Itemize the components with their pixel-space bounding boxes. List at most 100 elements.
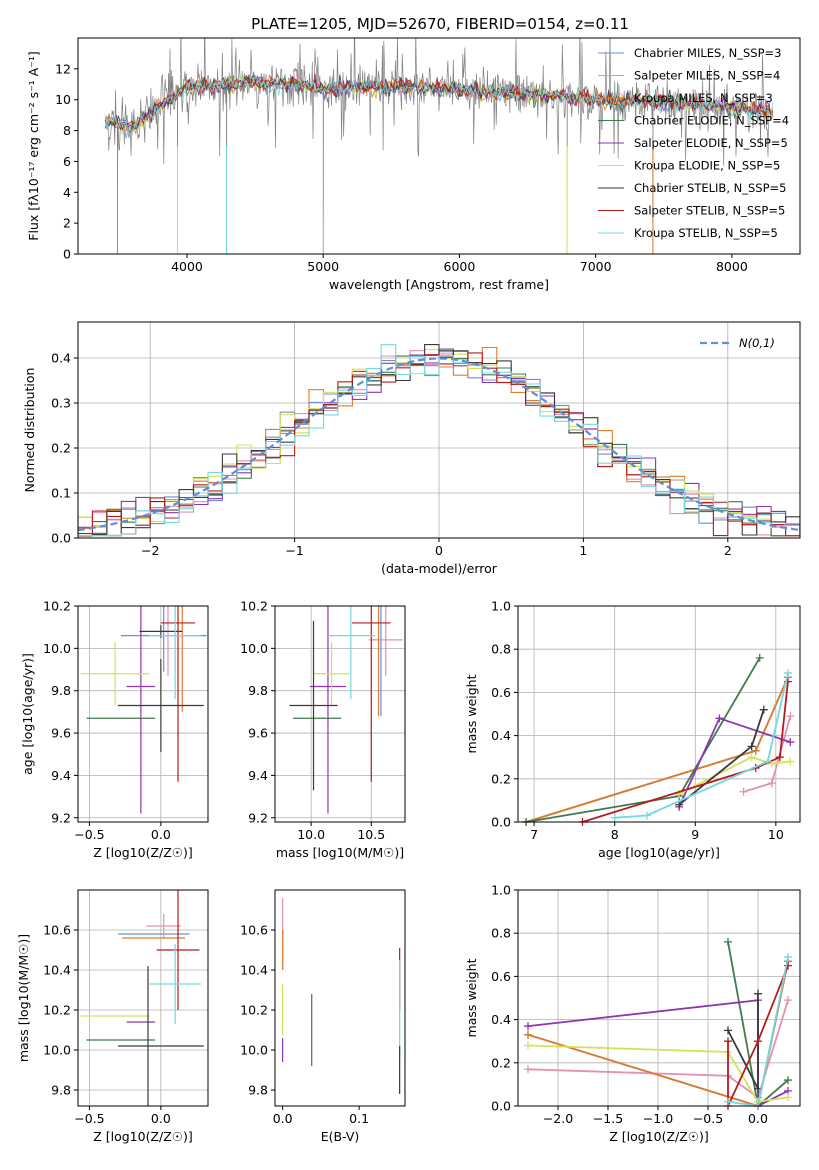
weight-marker [739,787,748,796]
x-axis-label: mass [log10(M/M☉)] [276,845,404,860]
y-tick-label: 9.4 [51,768,71,783]
y-tick-label: 10.0 [43,641,71,656]
x-tick-label: −1.5 [593,1111,623,1126]
weight-line [525,657,761,822]
x-axis-label: age [log10(age/yr)] [598,845,720,860]
x-tick-label: −1.0 [643,1111,673,1126]
legend-label: Salpeter MILES, N_SSP=4 [634,69,780,83]
legend-label: Chabrier ELODIE, N_SSP=4 [634,114,789,128]
histogram-series [78,344,800,537]
histogram-series [78,344,800,537]
weight-marker [784,1093,792,1102]
y-tick-label: 10.2 [43,1003,71,1018]
mass-weight-vs-z-panel: −2.0 −1.5 −1.0 −0.5 0.0 0.0 0.2 0.4 0.6 0.8 1.0 Z [… [464,883,801,1144]
x-tick-label: 9 [691,827,699,842]
y-tick-label: 0.4 [491,728,511,743]
histogram-series [78,348,800,537]
weight-marker [754,1037,762,1046]
y-tick-label: 9.4 [248,768,268,783]
y-tick-label: 10 [55,92,71,107]
weight-marker [754,989,762,998]
x-tick-label: 0.0 [273,1111,293,1126]
y-tick-label: 9.8 [248,683,268,698]
x-tick-label: 8000 [716,259,748,274]
y-tick-label: 0.6 [491,969,511,984]
histogram-series [78,346,800,537]
weight-marker [784,996,792,1005]
weight-marker [786,712,795,721]
mass-vs-z-panel: −0.5 0.0 9.8 10.0 10.2 10.4 10.6 Z [log10(Z/Z☉)… [16,889,209,1144]
weight-marker [524,1030,532,1039]
y-tick-label: 9.6 [51,726,71,741]
spectrum-panel: 4000 5000 6000 7000 8000 0 2 4 6 8 10 12 wavelength … [26,37,801,292]
x-tick-label: 0.0 [151,1111,171,1126]
histogram-series [78,349,800,537]
y-tick-label: 0.6 [491,685,511,700]
x-axis-label: wavelength [Angstrom, rest frame] [329,277,549,292]
x-tick-label: −1 [285,543,303,558]
weight-marker [767,779,776,788]
y-tick-label: 1.0 [491,883,511,898]
normal-curve [78,357,800,532]
weight-line [727,965,789,1106]
weight-marker [715,714,724,723]
y-tick-label: 0.2 [491,1055,511,1070]
y-tick-label: 9.2 [51,810,71,825]
weight-marker [642,811,651,820]
plot-frame [77,321,801,539]
y-tick-label: 0.0 [51,531,71,546]
weight-marker [747,742,756,751]
weight-marker [755,653,764,662]
x-axis-label: (data-model)/error [381,561,498,576]
x-tick-label: 7 [530,827,538,842]
weight-marker [759,705,768,714]
x-tick-label: 0.1 [349,1111,369,1126]
legend-label: Kroupa MILES, N_SSP=3 [634,91,773,105]
legend-label: Salpeter STELIB, N_SSP=5 [634,204,785,218]
weight-marker [786,757,795,766]
residuals-panel: −2 −1 0 1 2 0.0 0.1 0.2 0.3 0.4 (data-model)/error… [22,321,801,576]
weight-line [614,672,789,819]
age-vs-mass-panel: 10.0 10.5 9.2 9.4 9.6 9.8 10.0 10.2 mass [log10(… [240,599,406,860]
weight-marker [751,746,760,755]
y-tick-label: 8 [63,123,71,138]
y-tick-label: 2 [63,216,71,231]
histogram-series [78,349,800,537]
plot-frame [77,605,209,823]
weight-marker [784,1076,792,1085]
x-tick-label: −0.5 [693,1111,723,1126]
y-tick-label: 0.8 [491,926,511,941]
y-axis-label: Normed distribution [22,368,37,493]
y-tick-label: 10.2 [240,1003,268,1018]
weight-marker [524,1022,532,1031]
legend-label: Salpeter ELODIE, N_SSP=5 [634,136,788,150]
weight-marker [524,1041,532,1050]
legend-label: N(0,1) [739,336,775,350]
y-tick-label: 6 [63,154,71,169]
x-tick-label: 8 [611,827,619,842]
legend-label: Kroupa ELODIE, N_SSP=5 [634,159,780,173]
y-tick-label: 9.8 [51,1083,71,1098]
weight-marker [784,952,792,961]
weight-marker [724,1026,732,1035]
y-tick-label: 9.2 [248,810,268,825]
x-tick-label: 0.0 [748,1111,768,1126]
y-tick-label: 10.6 [240,923,268,938]
x-tick-label: 0 [435,543,443,558]
y-tick-label: 10.2 [240,599,268,614]
y-tick-label: 0 [63,247,71,262]
y-tick-label: 10.0 [240,641,268,656]
histogram-series [78,350,800,532]
y-tick-label: 0.2 [491,771,511,786]
x-tick-label: 10 [768,827,784,842]
y-tick-label: 10.2 [43,599,71,614]
y-axis-label: mass weight [464,674,479,753]
y-tick-label: 1.0 [491,599,511,614]
y-tick-label: 4 [63,185,71,200]
y-tick-label: 9.8 [51,683,71,698]
weight-line [527,999,789,1099]
y-tick-label: 10.0 [240,1043,268,1058]
weight-marker [524,1065,532,1074]
weight-marker [783,668,792,677]
